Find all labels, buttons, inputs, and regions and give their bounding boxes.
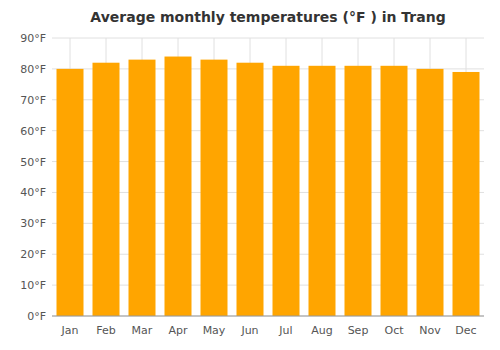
y-grid-line bbox=[52, 38, 484, 39]
bar bbox=[453, 72, 480, 316]
x-tick-label: Jul bbox=[278, 324, 292, 337]
y-tick-label: 90°F bbox=[20, 32, 46, 45]
y-tick-label: 70°F bbox=[20, 94, 46, 107]
bar bbox=[93, 63, 120, 316]
y-tick-label: 50°F bbox=[20, 156, 46, 169]
y-tick-label: 80°F bbox=[20, 63, 46, 76]
bar bbox=[417, 69, 444, 316]
bar bbox=[57, 69, 84, 316]
x-tick-label: May bbox=[203, 324, 226, 337]
bar bbox=[165, 57, 192, 316]
x-axis-line bbox=[52, 316, 484, 317]
bar bbox=[309, 66, 336, 316]
chart-title: Average monthly temperatures (°F ) in Tr… bbox=[90, 9, 445, 25]
x-tick-label: Oct bbox=[384, 324, 404, 337]
bar bbox=[381, 66, 408, 316]
y-tick-label: 0°F bbox=[27, 310, 46, 323]
grid bbox=[52, 38, 484, 316]
y-grid-line bbox=[52, 316, 484, 317]
bar bbox=[273, 66, 300, 316]
x-tick-label: Nov bbox=[419, 324, 441, 337]
x-tick-label: Dec bbox=[455, 324, 476, 337]
x-tick-label: Aug bbox=[311, 324, 332, 337]
x-tick-label: Feb bbox=[96, 324, 115, 337]
y-tick-label: 60°F bbox=[20, 125, 46, 138]
bar bbox=[129, 60, 156, 316]
bars bbox=[57, 57, 480, 316]
bar bbox=[201, 60, 228, 316]
x-tick-label: Sep bbox=[348, 324, 369, 337]
y-tick-label: 20°F bbox=[20, 248, 46, 261]
y-tick-label: 40°F bbox=[20, 186, 46, 199]
x-tick-label: Jun bbox=[240, 324, 258, 337]
x-tick-label: Jan bbox=[61, 324, 79, 337]
x-tick-label: Mar bbox=[132, 324, 153, 337]
bar bbox=[345, 66, 372, 316]
bar bbox=[237, 63, 264, 316]
chart-svg: Average monthly temperatures (°F ) in Tr… bbox=[0, 0, 500, 350]
y-tick-label: 10°F bbox=[20, 279, 46, 292]
y-tick-label: 30°F bbox=[20, 217, 46, 230]
chart-container: Average monthly temperatures (°F ) in Tr… bbox=[0, 0, 500, 350]
x-tick-label: Apr bbox=[168, 324, 188, 337]
